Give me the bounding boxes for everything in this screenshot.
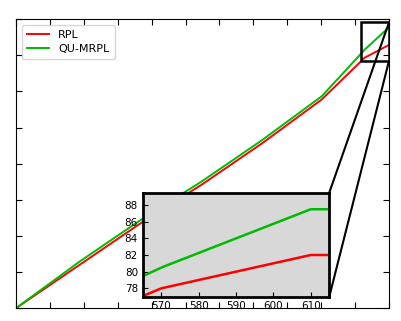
QU-MRPL [387, 25, 391, 29]
Line: QU-MRPL: QU-MRPL [16, 27, 389, 308]
RPL [182, 194, 187, 197]
RPL [387, 43, 391, 47]
RPL [263, 139, 267, 143]
QU-MRPL [233, 156, 238, 160]
RPL [80, 261, 85, 265]
Bar [361, 22, 389, 61]
QU-MRPL [263, 136, 267, 140]
QU-MRPL [294, 113, 299, 117]
RPL [14, 306, 18, 310]
QU-MRPL [109, 238, 114, 241]
RPL [294, 116, 299, 120]
RPL [109, 241, 114, 245]
Line: RPL: RPL [16, 45, 389, 308]
Legend: RPL, QU-MRPL: RPL, QU-MRPL [22, 25, 115, 59]
QU-MRPL [182, 190, 187, 194]
QU-MRPL [14, 306, 18, 310]
QU-MRPL [80, 258, 85, 262]
RPL [233, 160, 238, 163]
